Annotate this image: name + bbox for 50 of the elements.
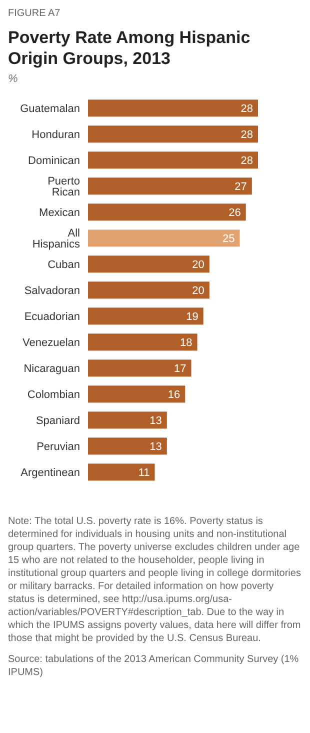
- y-tick-label: Venezuelan: [22, 336, 80, 349]
- chart-title: Poverty Rate Among Hispanic Origin Groups, 2013: [8, 27, 252, 69]
- y-tick-label: Spaniard: [36, 414, 80, 427]
- data-label: 20: [192, 259, 204, 272]
- bar: [88, 230, 240, 247]
- data-label: 18: [180, 337, 192, 350]
- data-label: 20: [192, 285, 204, 298]
- data-label: 19: [186, 311, 198, 324]
- bar: [88, 100, 258, 117]
- data-label: 28: [240, 155, 253, 168]
- y-tick-label: Guatemalan: [20, 102, 80, 115]
- bar: [88, 178, 252, 195]
- data-label: 13: [150, 441, 162, 454]
- data-label: 16: [168, 389, 180, 402]
- y-tick-label: Peruvian: [36, 440, 80, 453]
- y-tick-label: Dominican: [28, 154, 80, 167]
- data-label: 17: [174, 363, 186, 376]
- bar: [88, 464, 155, 481]
- bar: [88, 126, 258, 143]
- bar: [88, 412, 167, 429]
- y-tick-label: Mexican: [39, 206, 80, 219]
- y-tick-label: Puerto Rican: [48, 175, 80, 198]
- y-tick-label: Salvadoran: [24, 284, 80, 297]
- y-tick-label: All Hispanics: [32, 227, 80, 250]
- y-tick-label: Cuban: [48, 258, 80, 271]
- bar: [88, 386, 186, 403]
- data-label: 11: [138, 467, 150, 480]
- x-axis-title: %: [8, 73, 19, 85]
- bar: [88, 204, 246, 221]
- bar: [88, 334, 198, 351]
- y-tick-label: Ecuadorian: [24, 310, 80, 323]
- text: Note: The total U.S. poverty rate is 16%. Poverty status is determined for individuals in housing units and non-institutional group quarters. The poverty universe excludes children under age 15 who are not related to the householder, people living in institutional group quarters and people living in college dormitories or military barracks. For detailed information on how poverty status is determined, see http://usa.ipums.org/usa-action/variables/POVERTY#description_tab. Due to the way in which the IPUMS assigns poverty values, data here will differ from those that might be provided by the U.S. Census Bureau.: [8, 516, 301, 644]
- y-tick-label: Colombian: [27, 388, 80, 401]
- bar: [88, 360, 192, 377]
- caption: FIGURE A7: [8, 8, 62, 19]
- bar: [88, 282, 210, 299]
- data-label: 28: [240, 129, 253, 142]
- bar: [88, 152, 258, 169]
- data-label: 28: [240, 103, 253, 116]
- y-tick-label: Nicaraguan: [24, 362, 80, 375]
- y-tick-label: Argentinean: [20, 466, 80, 479]
- bar: [88, 308, 204, 325]
- data-label: 27: [234, 181, 247, 194]
- source-note: Source: tabulations of the 2013 American Community Survey (1% IPUMS): [8, 653, 300, 679]
- y-tick-label: Honduran: [32, 128, 80, 141]
- data-label: 25: [222, 233, 235, 246]
- bar: [88, 438, 167, 455]
- data-label: 13: [150, 415, 162, 428]
- data-label: 26: [228, 207, 241, 220]
- bar: [88, 256, 210, 273]
